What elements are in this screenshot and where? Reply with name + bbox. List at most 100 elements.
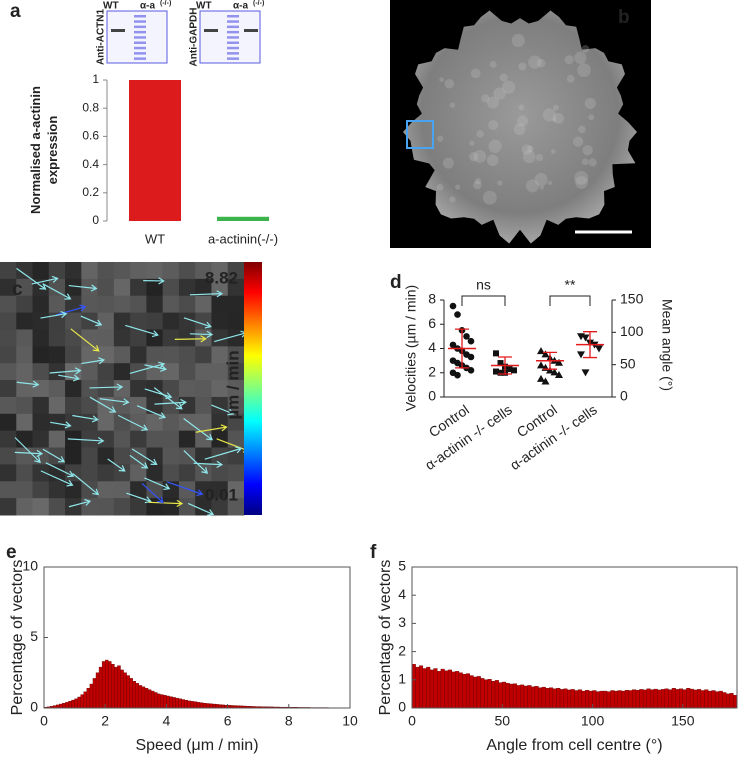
flow-arrow <box>55 304 87 316</box>
data-point <box>467 337 475 345</box>
histogram-bar <box>588 690 593 709</box>
pixel <box>162 278 180 297</box>
data-point <box>467 367 475 374</box>
pixel <box>16 413 34 432</box>
pixel <box>146 430 164 449</box>
pixel <box>48 481 66 499</box>
texture <box>476 130 484 138</box>
texture <box>574 170 589 185</box>
flow-arrow <box>99 398 130 406</box>
pixel <box>0 312 17 330</box>
x-tick-label: 10 <box>342 713 358 729</box>
pixel <box>32 447 50 465</box>
pixel <box>65 278 82 297</box>
pixel <box>130 380 147 398</box>
data-point <box>497 369 504 376</box>
y-tick-label: 0 <box>428 388 436 404</box>
histogram-bar <box>175 697 179 709</box>
histogram-bar <box>98 666 103 709</box>
pixel <box>211 413 229 432</box>
pixel <box>130 295 147 314</box>
histogram-bar <box>527 685 532 709</box>
texture <box>488 139 502 153</box>
pixel <box>195 464 212 482</box>
pixel <box>65 396 82 415</box>
lane-label: α-a <box>140 1 155 12</box>
pixel <box>16 295 34 314</box>
flow-arrow <box>40 310 68 319</box>
y2-tick-label: 0 <box>620 388 628 404</box>
histogram-bar <box>178 698 182 709</box>
texture <box>449 196 456 203</box>
histogram-bar <box>686 688 691 709</box>
pixel <box>81 329 99 347</box>
histogram-bar <box>187 700 192 709</box>
histogram-bar <box>660 689 665 709</box>
histogram-bar <box>429 669 434 709</box>
histogram-bar <box>523 685 528 709</box>
histogram-bar <box>80 694 84 709</box>
histogram-bar <box>68 701 72 709</box>
flow-arrow <box>183 418 214 441</box>
texture <box>553 104 560 111</box>
pixel <box>16 363 34 381</box>
ladder-band <box>227 20 239 23</box>
ladder-band <box>134 57 146 60</box>
histogram-bar <box>729 693 734 709</box>
data-point <box>555 358 563 366</box>
flow-arrow <box>166 481 204 497</box>
pixel <box>195 346 212 364</box>
pixel <box>32 312 50 330</box>
pixel <box>146 312 164 330</box>
texture <box>497 180 503 186</box>
y-tick-label: 0.4 <box>82 157 99 171</box>
histogram-bar <box>147 689 152 709</box>
pixel <box>113 363 131 381</box>
texture <box>588 158 597 167</box>
x-tick-label: 150 <box>671 713 695 729</box>
pixel <box>48 498 66 516</box>
antibody-label: Anti-ACTN1 <box>96 9 107 66</box>
flow-arrow <box>141 483 164 504</box>
histogram-bar <box>664 688 669 709</box>
y-tick-label: 0.8 <box>82 100 99 114</box>
pixel <box>146 346 164 364</box>
histogram-bar <box>509 683 514 709</box>
texture <box>584 97 596 110</box>
histogram-bar <box>62 703 66 709</box>
histogram-bar <box>114 666 118 709</box>
data-point <box>537 347 545 355</box>
texture <box>501 80 516 94</box>
flow-arrow <box>189 290 224 298</box>
pixel <box>97 262 115 280</box>
histogram-bar <box>516 685 521 709</box>
y-tick-label: 5 <box>30 628 38 644</box>
histogram-bar <box>733 695 738 709</box>
blot-band <box>244 29 258 32</box>
pixel <box>0 498 17 516</box>
pixel <box>113 481 131 499</box>
histogram-bar <box>120 669 124 709</box>
texture <box>525 179 539 193</box>
pixel <box>65 363 82 381</box>
flow-arrow <box>42 283 72 300</box>
texture <box>572 136 584 147</box>
histogram-bar <box>653 688 658 709</box>
blot-band <box>204 29 218 32</box>
lane-label-sup: (-/-) <box>253 0 264 7</box>
flow-arrow <box>187 502 215 516</box>
y-tick-label: 4 <box>428 339 436 355</box>
texture <box>474 177 482 185</box>
texture <box>449 102 456 108</box>
pixel <box>178 278 196 297</box>
histogram-bar <box>722 692 727 709</box>
histogram-bar <box>657 689 662 709</box>
pixel <box>97 413 115 432</box>
histogram-bar <box>141 686 146 709</box>
ladder-band <box>227 41 239 44</box>
pixel <box>227 396 245 415</box>
texture <box>488 119 499 131</box>
pixel <box>130 346 147 364</box>
pixel <box>113 295 131 314</box>
